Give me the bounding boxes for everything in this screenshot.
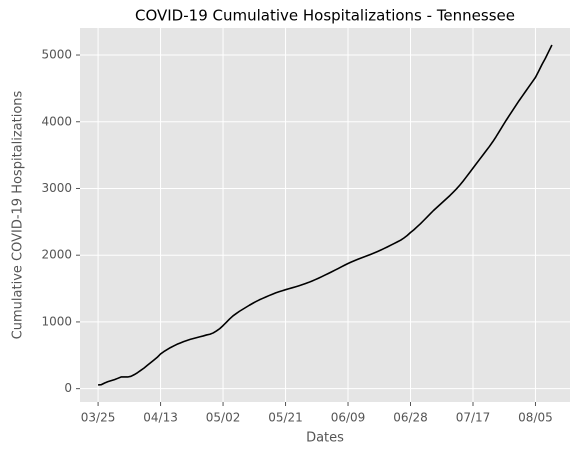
y-tick-label: 4000 [41,114,72,128]
x-tick-label: 05/02 [206,411,241,425]
line [98,44,553,386]
x-tick-label: 06/28 [393,411,428,425]
chart-title: COVID-19 Cumulative Hospitalizations - T… [135,7,515,25]
y-tick-label: 1000 [41,314,72,328]
x-tick-label: 04/13 [143,411,178,425]
y-tick-label: 5000 [41,48,72,62]
x-axis-label: Dates [306,431,344,446]
y-axis-label: Cumulative COVID-19 Hospitalizations [11,90,26,339]
x-tick-label: 05/21 [268,411,303,425]
y-tick-label: 3000 [41,181,72,195]
grid [80,28,570,402]
x-tick-label: 06/09 [331,411,366,425]
x-tick-label: 03/25 [81,411,116,425]
x-tick-label: 07/17 [456,411,491,425]
x-tick-label: 08/05 [518,411,553,425]
y-tick-label: 0 [64,381,72,395]
plot-area [80,28,570,402]
y-tick-label: 2000 [41,248,72,262]
